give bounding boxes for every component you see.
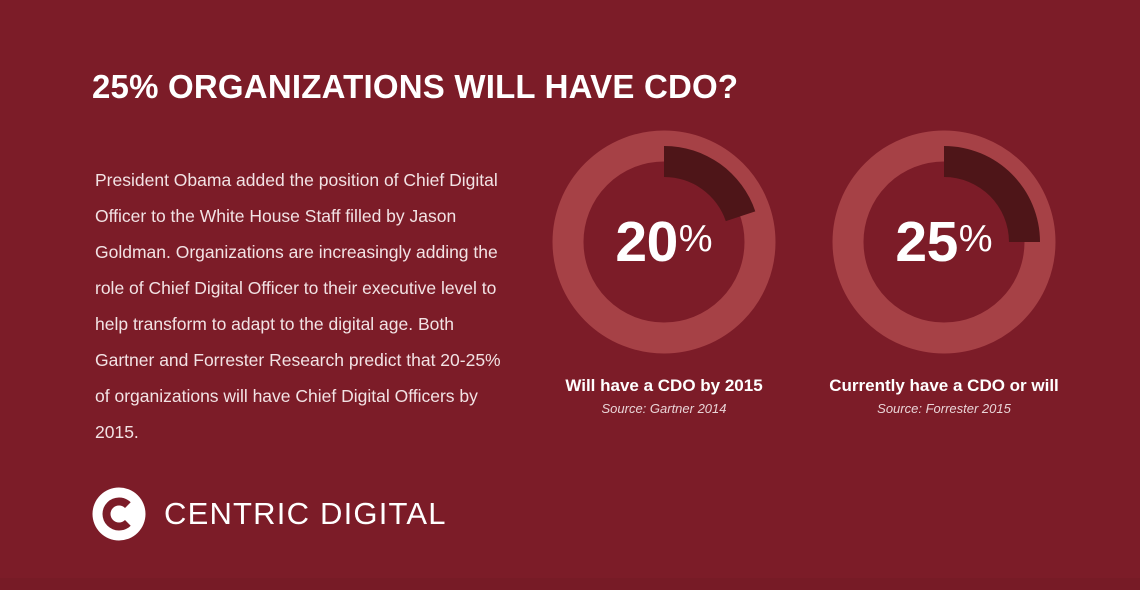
donut-filled-arc-20 [664, 145, 756, 222]
chart-caption-gartner: Will have a CDO by 2015 [565, 376, 763, 395]
donut-filled-arc-25 [944, 146, 1040, 242]
donut-chart-20: 20% [552, 130, 776, 354]
centric-digital-mark-icon [92, 487, 146, 541]
chart-caption-forrester: Currently have a CDO or will [829, 376, 1059, 395]
brand-logo: CENTRIC DIGITAL [92, 487, 447, 541]
donut-chart-25: 25% [832, 130, 1056, 354]
page-title: 25% ORGANIZATIONS WILL HAVE CDO? [92, 68, 739, 106]
chart-source-forrester: Source: Forrester 2015 [877, 401, 1011, 416]
donut-chart-group: 20% Will have a CDO by 2015 Source: Gart… [524, 130, 1084, 416]
chart-block-gartner: 20% Will have a CDO by 2015 Source: Gart… [524, 130, 804, 416]
chart-source-gartner: Source: Gartner 2014 [601, 401, 727, 416]
donut-svg-25 [832, 130, 1056, 354]
bottom-accent-strip [0, 578, 1140, 590]
chart-block-forrester: 25% Currently have a CDO or will Source:… [804, 130, 1084, 416]
body-paragraph: President Obama added the position of Ch… [95, 169, 501, 442]
logo-wordmark: CENTRIC DIGITAL [164, 496, 447, 531]
donut-svg-20 [552, 130, 776, 354]
